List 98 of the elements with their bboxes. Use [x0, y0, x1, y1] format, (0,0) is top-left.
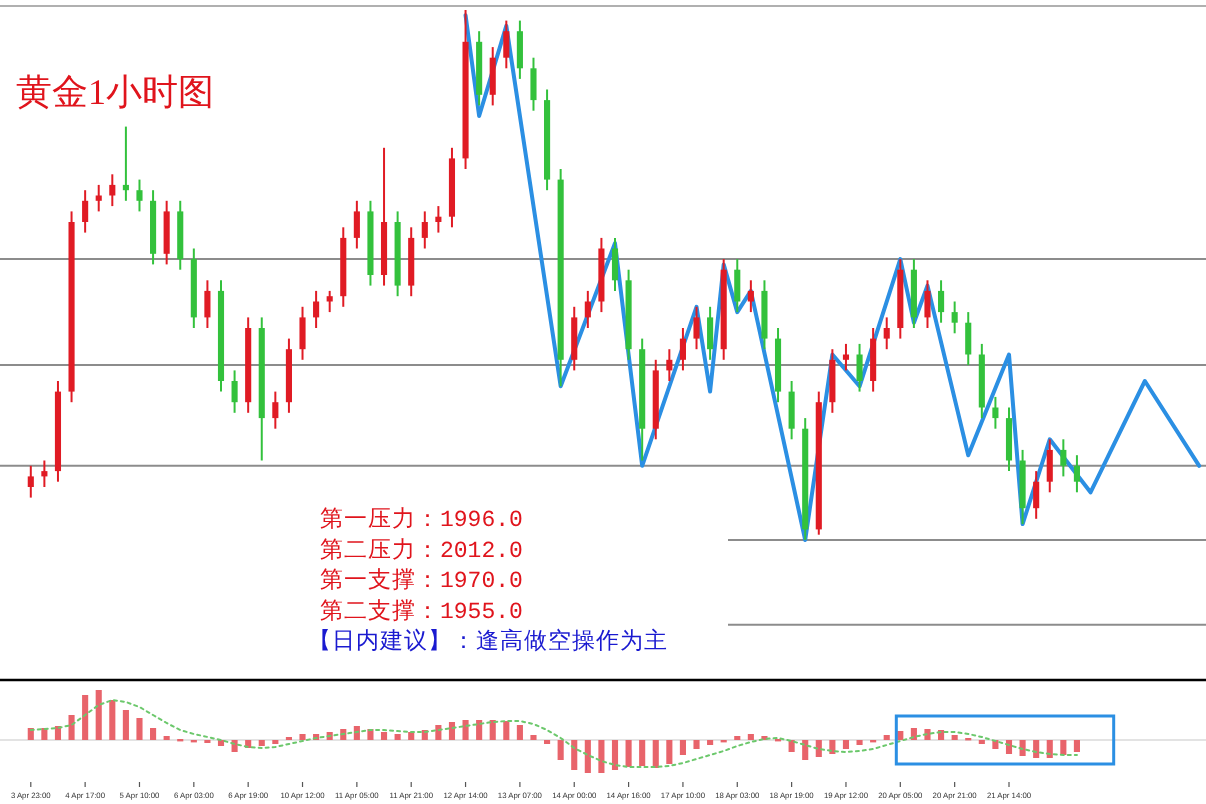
candlestick	[326, 289, 333, 314]
candlestick	[693, 305, 700, 351]
bar	[150, 728, 157, 740]
bar	[68, 715, 75, 740]
bar	[1073, 740, 1080, 752]
bar	[408, 732, 415, 740]
bar	[1019, 740, 1026, 756]
candlestick	[177, 199, 184, 271]
candlestick	[1046, 438, 1053, 494]
bar	[571, 740, 578, 770]
candlestick	[707, 305, 714, 361]
bar	[476, 720, 483, 740]
candlestick	[353, 199, 360, 250]
bar	[489, 720, 496, 740]
bar	[815, 740, 822, 757]
bar	[639, 740, 646, 766]
candlestick	[992, 395, 999, 430]
bar	[842, 740, 850, 749]
bar	[503, 721, 510, 740]
candlestick	[951, 300, 958, 335]
text: 第一支撑：1970.0	[320, 567, 524, 596]
bar	[747, 734, 754, 740]
bar	[380, 732, 388, 740]
bar	[557, 740, 564, 760]
candlestick	[1019, 448, 1026, 526]
bar	[652, 740, 659, 768]
candlestick	[611, 236, 619, 292]
candlestick	[435, 205, 442, 234]
candlestick	[679, 327, 686, 372]
bar	[584, 740, 591, 773]
bar	[516, 725, 523, 740]
bar	[625, 740, 632, 767]
candlestick	[856, 342, 863, 393]
candlestick	[910, 258, 917, 329]
candlestick	[516, 19, 523, 80]
annotation: 第一压力：1996.0	[320, 506, 524, 534]
bar	[394, 734, 401, 740]
bar	[679, 740, 686, 755]
candlestick	[299, 305, 306, 361]
bar	[435, 725, 442, 740]
candlestick	[408, 226, 415, 298]
bar	[82, 695, 89, 740]
bar	[598, 740, 605, 773]
candlestick	[829, 348, 836, 414]
candlestick	[109, 173, 116, 208]
bar	[258, 740, 265, 746]
candlestick	[41, 459, 48, 488]
candlestick	[1005, 406, 1013, 473]
text: 第二支撑：1955.0	[320, 597, 524, 626]
candlestick	[313, 289, 320, 329]
bar	[448, 722, 456, 740]
bar	[54, 726, 62, 740]
candlestick	[788, 380, 795, 441]
candlestick	[965, 311, 972, 367]
bar	[802, 740, 809, 760]
candlestick	[421, 210, 428, 250]
bar	[299, 734, 306, 740]
candlestick	[122, 125, 129, 202]
annotation: 第二压力：2012.0	[320, 536, 524, 565]
candlestick	[530, 56, 537, 112]
bar	[95, 690, 102, 740]
candlestick	[571, 305, 578, 372]
candlestick	[842, 342, 850, 372]
candlestick	[204, 279, 211, 329]
candlestick	[1060, 438, 1067, 478]
bar	[1046, 740, 1053, 758]
text: 【日内建议】：逢高做空操作为主	[308, 626, 668, 657]
candlestick	[883, 316, 890, 351]
bar	[611, 740, 619, 770]
bar	[666, 740, 673, 764]
candlestick	[584, 289, 591, 329]
bar	[1033, 740, 1040, 758]
candlestick	[272, 390, 279, 430]
candlestick	[503, 19, 510, 70]
bar	[217, 740, 225, 746]
candlestick	[924, 279, 931, 329]
candlestick	[1073, 454, 1080, 494]
candlestick	[95, 183, 102, 213]
candlestick	[27, 464, 34, 499]
candlestick	[870, 327, 877, 393]
candlestick	[163, 199, 170, 266]
candlestick	[136, 178, 143, 213]
bar	[122, 710, 129, 740]
bar	[1060, 740, 1067, 755]
candlestick	[747, 279, 754, 314]
text: 黄金1小时图	[16, 72, 214, 112]
bar	[462, 720, 469, 740]
candlestick	[938, 279, 945, 324]
candlestick	[1033, 470, 1040, 520]
candlestick	[231, 369, 238, 414]
candlestick	[734, 258, 741, 314]
candlestick	[489, 46, 496, 107]
bar	[109, 700, 116, 740]
candlestick	[666, 348, 673, 382]
candlestick	[82, 189, 89, 234]
bar	[136, 718, 143, 740]
candlestick	[761, 279, 768, 351]
bar	[693, 740, 700, 749]
